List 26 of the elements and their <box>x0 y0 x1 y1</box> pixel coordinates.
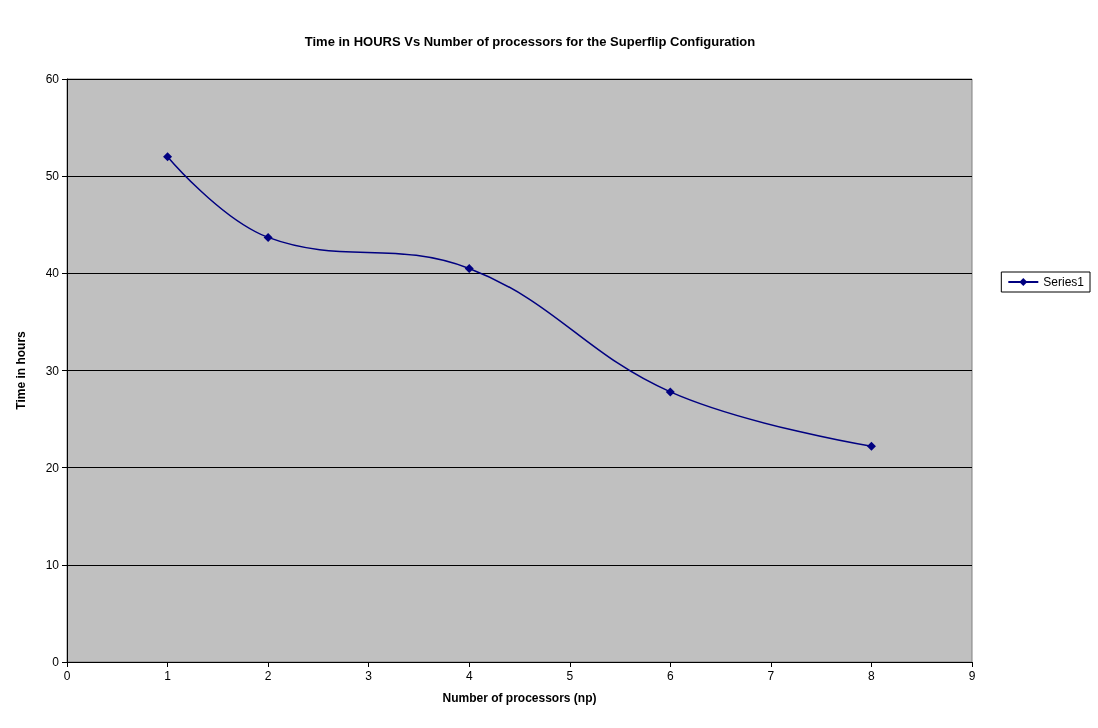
y-tick-label: 60 <box>45 72 60 86</box>
y-tick-label: 40 <box>45 266 60 281</box>
y-tick-label: 50 <box>45 169 60 184</box>
y-axis-title: Time in hours <box>14 330 28 410</box>
x-tick-label: 2 <box>264 669 272 683</box>
x-axis-title: Number of processors (np) <box>442 691 597 705</box>
x-tick-label: 1 <box>164 669 172 683</box>
point <box>163 152 173 162</box>
y-tick-label: 30 <box>45 363 60 378</box>
chart-title: Time in HOURS Vs Number of processors for the Superflip Configuration <box>304 34 756 49</box>
x-tick-label: 4 <box>465 669 473 683</box>
point <box>464 263 474 273</box>
x-tick-label: 7 <box>767 669 775 683</box>
point <box>665 387 675 397</box>
x-tick-label: 5 <box>566 669 574 683</box>
y-tick-label: 20 <box>45 460 60 475</box>
point <box>263 232 273 242</box>
x-tick-label: 0 <box>63 669 71 683</box>
x-tick-label: 6 <box>666 669 674 683</box>
y-tick-label: 10 <box>45 557 60 572</box>
point <box>866 441 876 451</box>
x-tick-label: 3 <box>365 669 373 683</box>
y-tick-label: 0 <box>52 655 60 669</box>
x-tick-label: 9 <box>968 669 976 683</box>
x-tick-label: 8 <box>868 669 876 683</box>
legend-label: Series1 <box>1043 275 1085 289</box>
